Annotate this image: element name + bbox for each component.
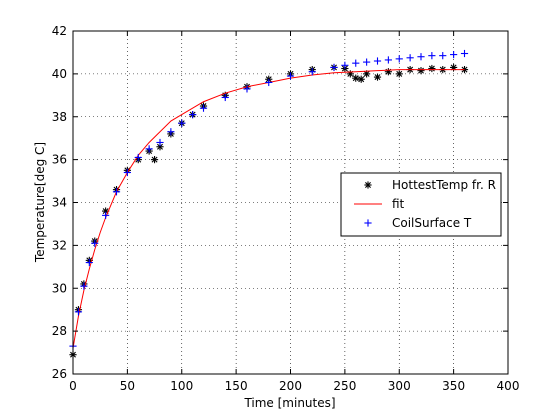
- hottest-temp-point: [363, 70, 371, 78]
- coil-surface-point: [74, 308, 83, 316]
- grid: [73, 31, 508, 374]
- x-tick-label: 100: [170, 379, 193, 393]
- coil-surface-point: [428, 52, 436, 60]
- coil-surface-point: [134, 153, 142, 162]
- coil-surface-point: [341, 61, 349, 69]
- hottest-temp-point: [373, 73, 382, 81]
- coil-surface-point: [80, 282, 88, 290]
- y-tick-label: 26: [52, 367, 67, 381]
- fit-line: [72, 69, 465, 349]
- coil-surface-point: [417, 53, 425, 61]
- legend-label: fit: [392, 197, 405, 211]
- hottest-temp-point: [395, 70, 403, 78]
- y-tick-label: 34: [52, 196, 67, 210]
- y-tick-label: 42: [52, 24, 67, 38]
- series-2: [69, 49, 469, 350]
- legend-label: CoilSurface T: [392, 216, 472, 230]
- coil-surface-point: [156, 138, 164, 147]
- legend-swatch-hottest: [364, 181, 372, 189]
- hottest-temp-point: [428, 64, 436, 73]
- coil-surface-point: [145, 145, 153, 153]
- legend-label: HottestTemp fr. R: [392, 178, 496, 192]
- coil-surface-point: [373, 57, 382, 65]
- x-tick-label: 350: [442, 379, 465, 393]
- x-tick-label: 50: [120, 379, 135, 393]
- y-tick-label: 32: [52, 238, 67, 252]
- coil-surface-point: [112, 188, 121, 196]
- x-axis-label: Time [minutes]: [243, 396, 335, 410]
- coil-surface-point: [384, 56, 392, 64]
- y-axis-label: Temperature[deg C]: [33, 142, 47, 263]
- coil-surface-point: [330, 63, 338, 72]
- y-tick-label: 38: [52, 110, 67, 124]
- coil-surface-point: [178, 119, 186, 127]
- coil-surface-point: [102, 211, 110, 219]
- coil-surface-point: [286, 72, 295, 80]
- hottest-temp-point: [384, 68, 392, 76]
- y-tick-label: 40: [52, 67, 67, 81]
- hottest-temp-point: [150, 156, 159, 164]
- coil-surface-point: [243, 85, 251, 93]
- legend: HottestTemp fr. R fit CoilSurface T: [340, 172, 502, 237]
- coil-surface-point: [265, 78, 273, 87]
- y-tick-label: 30: [52, 281, 67, 295]
- coil-surface-point: [189, 111, 197, 119]
- coil-surface-point: [85, 258, 93, 267]
- coil-surface-point: [352, 59, 360, 67]
- x-tick-label: 0: [69, 379, 77, 393]
- hottest-temp-point: [417, 67, 425, 75]
- legend-swatch-coil: [364, 219, 372, 227]
- ticks: 0 50 100 150 200 250 300 350 400 26 28 30 32 34 36 38 40…: [52, 24, 520, 393]
- coil-surface-point: [363, 58, 371, 66]
- coil-surface-point: [167, 128, 175, 136]
- y-tick-label: 28: [52, 324, 67, 338]
- hottest-temp-point: [352, 74, 360, 82]
- series-layer: [69, 49, 469, 359]
- coil-surface-point: [221, 93, 229, 102]
- coil-surface-point: [450, 50, 458, 59]
- hottest-temp-point: [357, 75, 365, 83]
- x-tick-label: 300: [388, 379, 411, 393]
- coil-surface-point: [91, 239, 99, 247]
- hottest-temp-point: [346, 70, 354, 78]
- coil-surface-point: [406, 54, 414, 62]
- x-tick-label: 200: [279, 379, 302, 393]
- coil-surface-point: [439, 52, 447, 60]
- y-tick-label: 36: [52, 153, 67, 167]
- series-1: [72, 69, 465, 349]
- x-tick-label: 400: [497, 379, 520, 393]
- coil-surface-point: [460, 49, 469, 58]
- coil-surface-point: [123, 168, 131, 177]
- x-tick-label: 250: [333, 379, 356, 393]
- coil-surface-point: [199, 104, 208, 112]
- coil-surface-point: [308, 68, 316, 76]
- x-tick-label: 150: [225, 379, 248, 393]
- coil-surface-point: [395, 55, 403, 63]
